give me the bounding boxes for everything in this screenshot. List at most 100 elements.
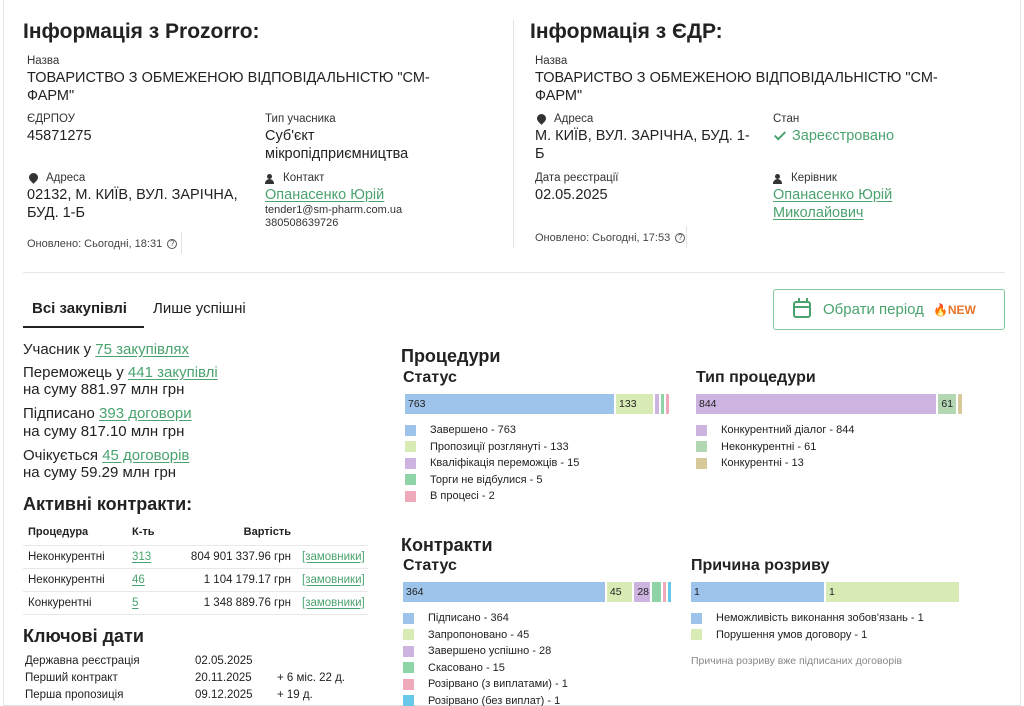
key-date-value: 20.11.2025 [195,672,252,684]
bar-segment[interactable] [655,394,659,414]
legend-label: Кваліфікація переможців - 15 [430,457,580,470]
legend-item[interactable]: Скасовано - 15 [403,660,568,677]
legend-label: Пропозиції розглянуті - 133 [430,440,569,453]
row-count-link[interactable]: 313 [132,550,152,563]
procedure-status-bar: 763 133 [405,394,671,414]
prozorro-address-line2: БУД. 1-Б [27,205,86,221]
column-divider [513,20,514,248]
termination-reason-legend: Неможливість виконання зобов'язань - 1 По… [691,610,924,643]
tab-successful-only[interactable]: Лише успішні [153,300,246,317]
prozorro-address-label-row: Адреса [27,170,85,184]
contract-status-bar: 364 45 28 [403,582,673,602]
termination-reason-note: Причина розриву вже підписаних договорів [691,655,903,667]
bar-segment[interactable]: 133 [616,394,654,414]
legend-item[interactable]: Неможливість виконання зобов'язань - 1 [691,610,924,627]
bar-segment[interactable]: 1 [691,582,824,602]
legend-item[interactable]: Кваліфікація переможців - 15 [405,455,579,472]
bar-segment[interactable] [652,582,661,602]
active-contracts-title: Активні контракти: [23,494,193,514]
edr-title: Інформація з ЄДР: [530,20,723,43]
bar-segment[interactable]: 763 [405,394,615,414]
participant-link[interactable]: 75 закупівлях [95,341,190,358]
edrpou-value: 45871275 [27,128,92,144]
legend-label: Порушення умов договору - 1 [716,628,868,641]
key-date-label: Перший контракт [25,672,118,684]
legend-item[interactable]: Пропозиції розглянуті - 133 [405,439,579,456]
legend-item[interactable]: Розірвано (без виплат) - 1 [403,693,568,706]
customers-link[interactable]: [замовники] [302,573,365,586]
signed-link[interactable]: 393 договори [99,405,192,422]
bar-segment[interactable]: 45 [606,582,633,602]
key-date-value: 02.05.2025 [195,655,253,667]
edr-updated-row: Оновлено: Сьогодні, 17:53 ? [535,232,686,244]
winner-prefix: Переможець у [23,364,124,381]
row-count-link[interactable]: 46 [132,573,145,586]
legend-item[interactable]: Завершено успішно - 28 [403,643,568,660]
legend-item[interactable]: Конкурентний діалог - 844 [696,422,854,439]
row-procedure: Неконкурентні [23,544,127,568]
legend-swatch [405,457,416,469]
expected-prefix: Очікується [23,447,99,464]
col-value: Вартість [243,525,291,538]
active-tab-underline [23,326,144,328]
legend-item[interactable]: Порушення умов договору - 1 [691,627,924,644]
legend-label: Запропоновано - 45 [428,628,530,641]
prozorro-name-line2: ФАРМ" [27,88,75,104]
legend-swatch [403,678,414,690]
legend-label: Торги не відбулися - 5 [430,473,543,486]
legend-item[interactable]: Торги не відбулися - 5 [405,472,579,489]
help-icon[interactable]: ? [167,239,178,249]
bar-segment[interactable] [663,582,666,602]
bar-segment[interactable]: 1 [826,582,959,602]
customers-link[interactable]: [замовники] [302,550,365,563]
expected-link[interactable]: 45 договорів [102,447,190,464]
legend-item[interactable]: Неконкурентні - 61 [696,439,854,456]
legend-item[interactable]: В процесі - 2 [405,488,579,505]
tab-all-purchases[interactable]: Всі закупівлі [32,300,127,317]
head-name-link-line2[interactable]: Миколайович [773,205,864,221]
legend-swatch [403,662,414,674]
winner-sum: на суму 881.97 млн грн [23,381,185,398]
bar-segment[interactable]: 61 [938,394,957,414]
procedure-status-legend: Завершено - 763 Пропозиції розглянуті - 1… [405,422,579,505]
bar-segment[interactable] [668,582,671,602]
help-icon[interactable]: ? [675,233,686,243]
legend-item[interactable]: Розірвано (з виплатами) - 1 [403,676,568,693]
bar-segment[interactable]: 844 [696,394,937,414]
section-divider [23,272,1005,273]
signed-prefix: Підписано [23,405,95,422]
winner-stat: Переможець у 441 закупівлі [23,363,218,382]
col-procedure: Процедура [28,525,89,538]
bar-segment[interactable] [666,394,669,414]
table-row: Конкурентні 5 1 348 889.76 грн [замовник… [23,590,368,615]
edr-address-label-row: Адреса [535,111,593,125]
legend-item[interactable]: Підписано - 364 [403,610,568,627]
legend-item[interactable]: Завершено - 763 [405,422,579,439]
legend-label: В процесі - 2 [430,490,495,503]
signed-stat: Підписано 393 договори [23,404,192,423]
bar-segment[interactable] [661,394,664,414]
bar-segment[interactable] [958,394,963,414]
head-label-row: Керівник [773,172,837,184]
table-row: Неконкурентні 313 804 901 337.96 грн [за… [23,544,368,568]
contact-name-link[interactable]: Опанасенко Юрій [265,187,385,203]
winner-link[interactable]: 441 закупівлі [127,364,218,381]
divider [181,232,182,254]
head-name-link-line1[interactable]: Опанасенко Юрій [773,187,893,203]
prozorro-name-line1: ТОВАРИСТВО З ОБМЕЖЕНОЮ ВІДПОВІДАЛЬНІСТЮ … [27,70,430,86]
legend-swatch [403,645,414,657]
bar-segment[interactable]: 364 [403,582,605,602]
legend-label: Завершено - 763 [430,424,516,437]
edr-updated: Оновлено: Сьогодні, 17:53 [535,232,671,244]
select-period-button[interactable]: Обрати період 🔥NEW [773,289,1005,330]
key-date-label: Державна реєстрація [25,655,140,667]
edr-name-line1: ТОВАРИСТВО З ОБМЕЖЕНОЮ ВІДПОВІДАЛЬНІСТЮ … [535,70,938,86]
customers-link[interactable]: [замовники] [302,596,365,609]
legend-item[interactable]: Конкурентні - 13 [696,455,854,472]
row-count-link[interactable]: 5 [132,596,139,609]
bar-segment[interactable]: 28 [634,582,651,602]
contact-phone: 380508639726 [265,217,339,229]
procedure-type-bar: 844 61 [696,394,964,414]
edrpou-label: ЄДРПОУ [27,113,75,125]
legend-item[interactable]: Запропоновано - 45 [403,627,568,644]
